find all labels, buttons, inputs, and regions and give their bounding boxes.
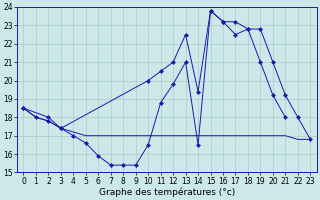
X-axis label: Graphe des températures (°c): Graphe des températures (°c) [99, 187, 235, 197]
